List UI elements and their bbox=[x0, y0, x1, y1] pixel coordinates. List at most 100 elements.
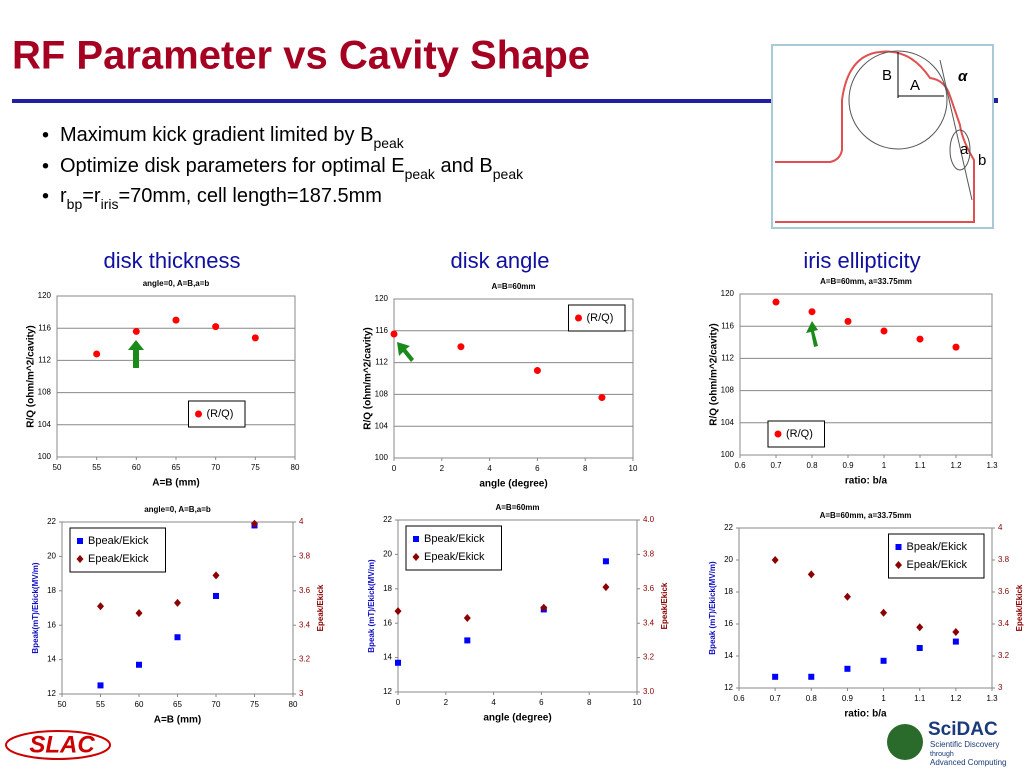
arrow bbox=[397, 342, 414, 362]
chart-title: A=B=60mm bbox=[495, 503, 539, 512]
legend-label: (R/Q) bbox=[207, 408, 234, 420]
marker-diamond bbox=[97, 602, 104, 611]
y2-tick-label: 4 bbox=[299, 517, 304, 526]
marker-square bbox=[413, 536, 419, 542]
x-tick-label: 60 bbox=[132, 463, 141, 472]
marker-square bbox=[952, 638, 959, 645]
y2-axis-label: Epeak/Ekick bbox=[1015, 584, 1024, 631]
x-axis-label: ratio: b/a bbox=[844, 709, 887, 720]
subscript: iris bbox=[101, 196, 119, 212]
logo-text: SLAC bbox=[29, 731, 95, 758]
bullet-text: Optimize disk parameters for optimal E bbox=[60, 155, 405, 177]
diagram-frame bbox=[771, 44, 994, 229]
marker-circle bbox=[251, 334, 259, 342]
bullet-text: =r bbox=[82, 185, 101, 207]
y2-axis-label: Epeak/Ekick bbox=[660, 582, 669, 629]
bullet-marker: • bbox=[42, 155, 49, 177]
iris-circle bbox=[848, 50, 948, 150]
y2-tick-label: 3.2 bbox=[643, 653, 655, 662]
x-tick-label: 0.9 bbox=[842, 461, 854, 470]
marker-square bbox=[916, 645, 923, 651]
marker-circle bbox=[844, 317, 852, 325]
y-axis-label: R/Q (ohm/m^2/cavity) bbox=[709, 323, 720, 426]
y2-tick-label: 3.2 bbox=[299, 655, 311, 664]
bullet: Maximum kick gradient limited by Bpeak bbox=[60, 124, 405, 150]
marker-diamond bbox=[880, 608, 888, 617]
x-tick-label: 60 bbox=[135, 700, 144, 709]
logo-tagline: Scientific Discovery bbox=[930, 740, 999, 749]
bullet-text: =70mm, cell length=187.5mm bbox=[118, 185, 381, 207]
y2-tick-label: 4.0 bbox=[643, 515, 655, 524]
x-tick-label: 2 bbox=[440, 464, 445, 473]
x-tick-label: 1.2 bbox=[950, 461, 962, 470]
marker-circle bbox=[390, 330, 398, 338]
column-heading: disk thickness bbox=[104, 248, 241, 273]
x-tick-label: 0.6 bbox=[733, 694, 745, 703]
x-axis-label: ratio: b/a bbox=[845, 476, 888, 487]
x-tick-label: 6 bbox=[539, 698, 544, 707]
bullet: rbp=riris=70mm, cell length=187.5mm bbox=[60, 185, 382, 211]
y-tick-label: 120 bbox=[375, 294, 389, 303]
chart-title: A=B=60mm, a=33.75mm bbox=[820, 277, 912, 286]
x-tick-label: 1.1 bbox=[914, 694, 926, 703]
x-axis-label: A=B (mm) bbox=[154, 715, 202, 726]
y-tick-label: 12 bbox=[47, 689, 56, 698]
diagram-label: A bbox=[910, 77, 920, 94]
y-tick-label: 108 bbox=[721, 386, 735, 395]
y-tick-label: 112 bbox=[375, 358, 388, 367]
y2-tick-label: 3.4 bbox=[643, 618, 655, 627]
marker-circle bbox=[808, 308, 816, 316]
marker-circle bbox=[132, 327, 140, 335]
marker-circle bbox=[457, 343, 465, 351]
y2-tick-label: 3.8 bbox=[643, 550, 655, 559]
marker-circle bbox=[916, 335, 924, 343]
y2-tick-label: 3.6 bbox=[643, 584, 655, 593]
marker-diamond bbox=[394, 607, 402, 616]
subscript: peak bbox=[373, 135, 404, 151]
y2-tick-label: 3.4 bbox=[299, 620, 311, 629]
logo-swoosh bbox=[5, 730, 111, 760]
x-tick-label: 55 bbox=[92, 463, 101, 472]
x-tick-label: 55 bbox=[96, 700, 105, 709]
x-tick-label: 8 bbox=[587, 698, 592, 707]
cavity-profile bbox=[775, 50, 975, 223]
y-tick-label: 100 bbox=[38, 452, 52, 461]
bullet-marker: • bbox=[42, 185, 49, 207]
marker-diamond bbox=[602, 583, 610, 592]
marker-circle bbox=[533, 367, 541, 375]
x-tick-label: 1.3 bbox=[986, 461, 998, 470]
y-tick-label: 120 bbox=[721, 289, 735, 298]
x-tick-label: 65 bbox=[173, 700, 182, 709]
bullet-text: r bbox=[60, 185, 67, 207]
marker-circle bbox=[880, 327, 888, 335]
subscript: peak bbox=[493, 166, 524, 182]
marker-diamond bbox=[135, 609, 143, 618]
y-axis-label: Bpeak (mT)/Ekick(MV/m) bbox=[708, 561, 717, 655]
marker-diamond bbox=[771, 556, 779, 564]
marker-diamond bbox=[463, 614, 471, 623]
y-tick-label: 22 bbox=[383, 515, 392, 524]
marker-diamond bbox=[843, 592, 851, 601]
column-heading: iris ellipticity bbox=[803, 248, 920, 273]
legend-label: Bpeak/Ekick bbox=[907, 541, 968, 553]
marker-diamond bbox=[807, 570, 815, 579]
x-tick-label: 0.6 bbox=[734, 461, 746, 470]
y-tick-label: 116 bbox=[721, 321, 734, 330]
subscript: peak bbox=[405, 166, 436, 182]
arrow bbox=[128, 340, 144, 368]
legend-label: Epeak/Ekick bbox=[424, 551, 485, 563]
bullet-text: Maximum kick gradient limited by B bbox=[60, 124, 373, 146]
x-tick-label: 4 bbox=[491, 698, 496, 707]
marker-diamond bbox=[174, 598, 181, 607]
marker-diamond bbox=[412, 553, 420, 561]
x-tick-label: 1.3 bbox=[986, 694, 998, 703]
diagram-label: b bbox=[978, 152, 986, 169]
marker-diamond bbox=[895, 561, 902, 569]
y-tick-label: 112 bbox=[721, 354, 734, 363]
y2-tick-label: 4 bbox=[998, 523, 1003, 532]
column-heading: disk angle bbox=[450, 248, 549, 273]
marker-circle bbox=[598, 394, 606, 402]
angle-line bbox=[939, 59, 973, 201]
x-tick-label: 6 bbox=[535, 464, 540, 473]
legend-box bbox=[888, 533, 985, 579]
